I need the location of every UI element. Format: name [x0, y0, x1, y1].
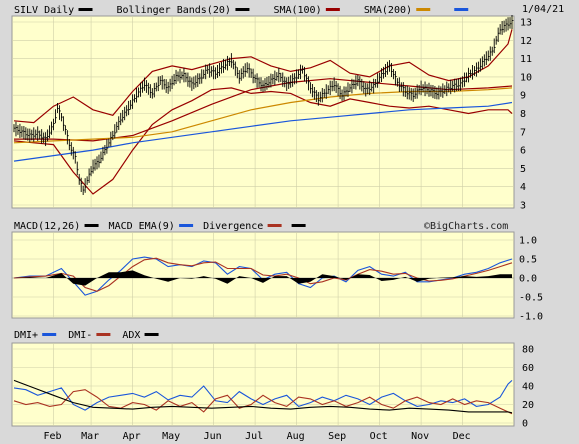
- price-y-tick-label: 12: [520, 36, 532, 47]
- price-y-tick-label: 6: [520, 146, 526, 157]
- legend-swatch-1: [96, 333, 111, 336]
- x-tick-label-feb: Feb: [44, 431, 62, 442]
- macd-y-tick-label: 0.0: [519, 274, 537, 285]
- price-y-axis: 3 4 5 6 7 8 9 10 11 12 13: [520, 18, 532, 212]
- price-y-tick-label: 9: [520, 91, 526, 102]
- x-tick-label-may: May: [162, 431, 180, 442]
- legend-label-2: Divergence: [203, 221, 263, 232]
- price-grid: [12, 16, 514, 208]
- dmi-layer: [13, 379, 513, 415]
- price-y-tick-label: 4: [520, 182, 526, 193]
- date-label: 1/04/21: [522, 4, 564, 15]
- x-tick-label-jul: Jul: [245, 431, 263, 442]
- dmi-y-tick-label: 0: [522, 419, 528, 430]
- dmi-series-line-1: [13, 389, 513, 415]
- dmi-legend: DMI+ DMI- ADX: [14, 330, 159, 341]
- macd-y-axis: 1.0 0.5 0.0 -0.5 -1.0: [519, 236, 543, 323]
- dmi-y-tick-label: 80: [522, 345, 534, 356]
- macd-legend: MACD(12,26) MACD EMA(9) Divergence: [14, 221, 306, 232]
- price-panel-frame: [11, 15, 515, 209]
- legend-label-0: DMI+: [14, 330, 38, 341]
- x-tick-label-jun: Jun: [204, 431, 222, 442]
- x-tick-label-nov: Nov: [411, 431, 429, 442]
- price-y-tick-label: 10: [520, 72, 532, 83]
- legend-label-1: Bollinger Bands(20): [117, 5, 231, 16]
- legend-label-1: MACD EMA(9): [109, 221, 175, 232]
- x-tick-label-apr: Apr: [123, 431, 141, 442]
- legend-swatch-2: [267, 224, 282, 227]
- macd-series-line-1: [13, 257, 513, 292]
- dmi-series-line-0: [13, 379, 513, 411]
- dmi-y-tick-label: 40: [522, 382, 534, 393]
- dmi-series-line-2: [13, 379, 513, 414]
- x-tick-label-aug: Aug: [287, 431, 305, 442]
- price-bars: [13, 14, 514, 196]
- dmi-panel-frame: [11, 342, 515, 427]
- legend-swatch-0: [78, 8, 93, 11]
- macd-layer: [13, 256, 513, 296]
- macd-series-line-0: [13, 256, 513, 296]
- x-tick-label-dec: Dec: [453, 431, 471, 442]
- macd-y-tick-label: -1.0: [519, 312, 543, 323]
- legend-label-0: SILV Daily: [14, 5, 74, 16]
- legend-swatch-1: [179, 224, 194, 227]
- macd-y-tick-label: 1.0: [519, 236, 537, 247]
- price-series-line-0: [13, 29, 513, 124]
- dmi-y-tick-label: 60: [522, 363, 534, 374]
- legend-label-1: DMI-: [68, 330, 92, 341]
- legend-swatch-3: [416, 8, 431, 11]
- price-y-tick-label: 7: [520, 127, 526, 138]
- x-tick-label-oct: Oct: [370, 431, 388, 442]
- legend-swatch-2: [144, 333, 159, 336]
- legend-swatch-0: [42, 333, 57, 336]
- legend-label-3: SMA(200): [364, 5, 412, 16]
- watermark: ©BigCharts.com: [424, 221, 508, 232]
- price-y-tick-label: 8: [520, 109, 526, 120]
- legend-label-0: MACD(12,26): [14, 221, 80, 232]
- legend-swatch-4: [454, 8, 469, 11]
- price-y-tick-label: 11: [520, 54, 532, 65]
- price-series-line-4: [13, 101, 513, 162]
- price-y-tick-label: 13: [520, 18, 532, 29]
- macd-y-tick-label: -0.5: [519, 293, 543, 304]
- price-y-tick-label: 3: [520, 201, 526, 212]
- price-y-tick-label: 5: [520, 164, 526, 175]
- legend-swatch-0: [84, 224, 99, 227]
- price-series-line-3: [13, 87, 513, 144]
- x-axis: Feb Mar Apr May Jun Jul Aug Sep Oct Nov Dec: [44, 431, 471, 442]
- legend-label-2: ADX: [122, 330, 140, 341]
- macd-y-tick-label: 0.5: [519, 255, 537, 266]
- price-legend: SILV Daily Bollinger Bands(20) SMA(100) SMA…: [14, 5, 469, 16]
- legend-label-2: SMA(100): [273, 5, 321, 16]
- dmi-y-tick-label: 20: [522, 400, 534, 411]
- legend-swatch-3: [291, 224, 306, 227]
- macd-divergence-area: [14, 270, 512, 286]
- x-tick-label-mar: Mar: [81, 431, 99, 442]
- dmi-y-axis: 0 20 40 60 80: [522, 345, 534, 430]
- x-tick-label-sep: Sep: [328, 431, 346, 442]
- legend-swatch-2: [325, 8, 340, 11]
- legend-swatch-1: [235, 8, 250, 11]
